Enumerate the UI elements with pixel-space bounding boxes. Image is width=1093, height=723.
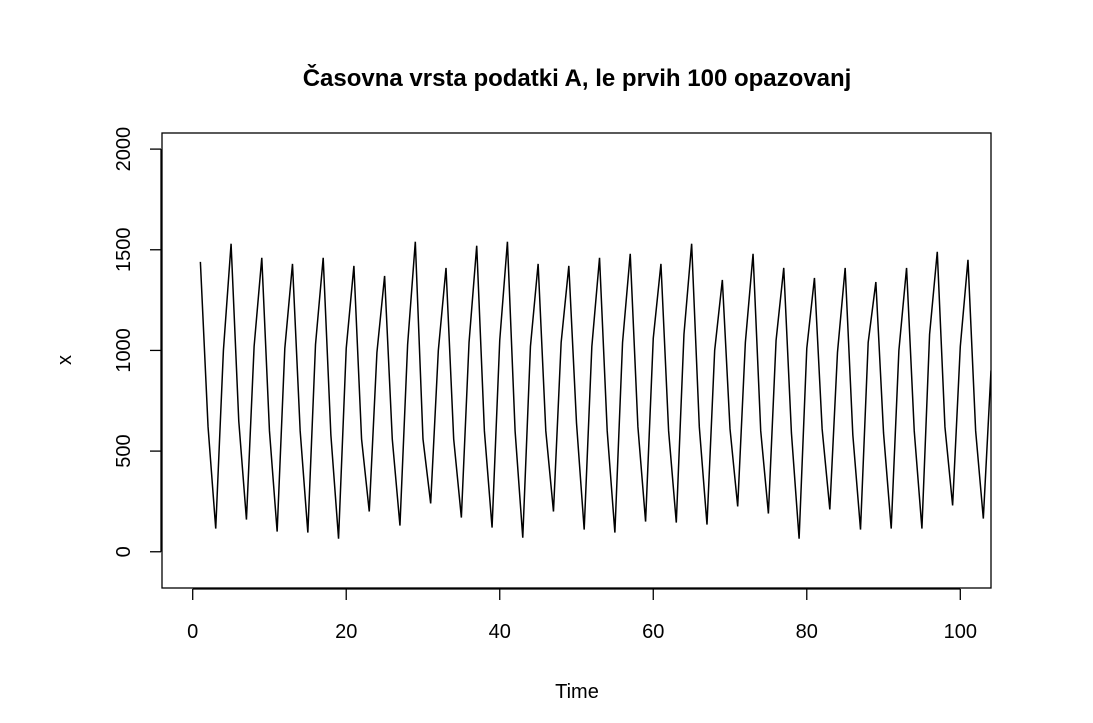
- y-tick-label: 500: [113, 434, 135, 467]
- x-axis-label: Time: [555, 681, 599, 703]
- chart-title: Časovna vrsta podatki A, le prvih 100 op…: [303, 64, 852, 92]
- series-line-0: [199, 241, 991, 539]
- y-tick-label: 1500: [113, 228, 135, 272]
- x-tick-label: 100: [944, 621, 977, 643]
- x-tick-label: 0: [187, 621, 198, 643]
- x-tick-label: 60: [642, 621, 664, 643]
- x-tick-label: 80: [796, 621, 818, 643]
- y-tick-label: 2000: [113, 127, 135, 172]
- series-layer: [199, 241, 991, 539]
- y-axis-label: x: [54, 355, 76, 365]
- x-tick-label: 20: [335, 621, 357, 643]
- y-axis: 0 500 1000 1500 2000: [113, 127, 162, 557]
- plot-frame: [161, 132, 992, 589]
- y-tick-label: 0: [113, 546, 135, 557]
- x-tick-label: 40: [489, 621, 511, 643]
- y-tick-label: 1000: [113, 328, 135, 373]
- x-axis: 0 20 40 60 80 100: [187, 588, 977, 643]
